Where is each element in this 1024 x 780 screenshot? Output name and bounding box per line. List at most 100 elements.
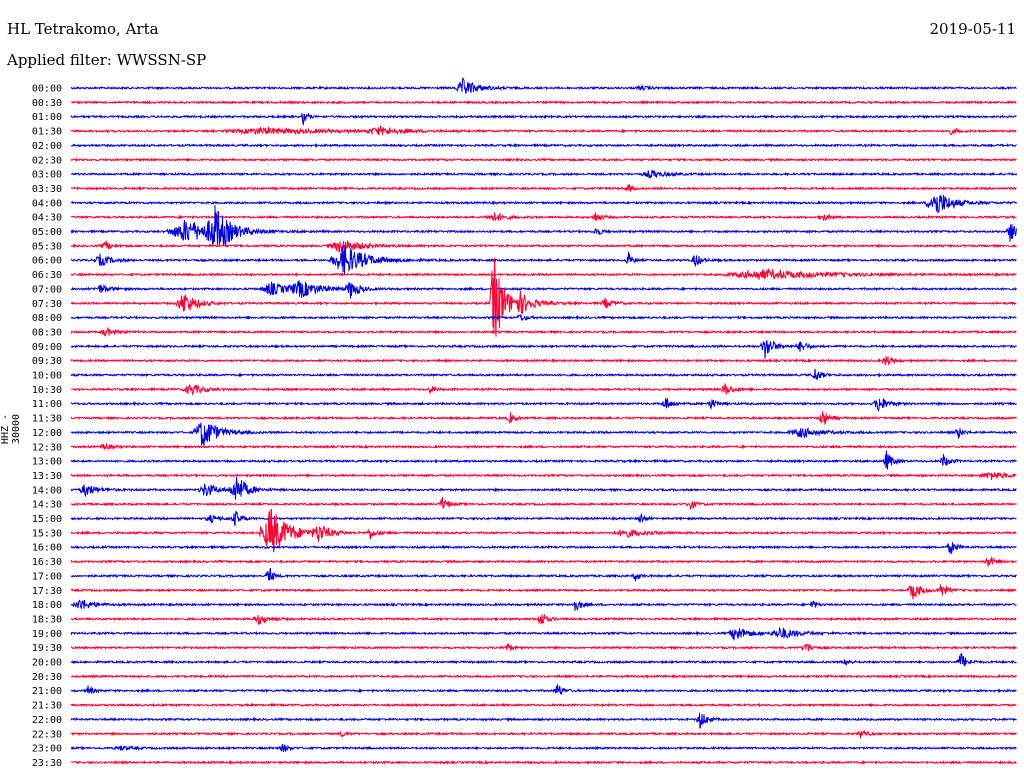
row-time-label: 17:30: [32, 586, 62, 597]
trace-line: [70, 76, 1017, 94]
trace-line: [70, 712, 1017, 729]
trace-line: [70, 411, 1017, 426]
row-time-label: 13:30: [32, 471, 62, 482]
trace-line: [70, 643, 1017, 652]
row-time-label: 08:00: [32, 313, 62, 324]
trace-line: [70, 542, 1017, 554]
row-time-label: 12:00: [32, 428, 62, 439]
trace-line: [70, 280, 1017, 299]
trace-line: [70, 194, 1017, 214]
trace-line: [70, 184, 1017, 192]
trace-line: [70, 476, 1017, 500]
trace-line: [70, 245, 1017, 276]
row-time-label: 01:00: [32, 112, 62, 123]
trace-line: [70, 368, 1017, 380]
trace-line: [70, 205, 1017, 247]
row-time-label: 20:00: [32, 658, 62, 669]
trace-line: [70, 112, 1017, 126]
row-time-label: 07:30: [32, 299, 62, 310]
row-time-label: 23:30: [32, 758, 62, 769]
trace-line: [70, 326, 1017, 337]
row-time-label: 00:30: [32, 98, 62, 109]
trace-line: [70, 442, 1017, 451]
row-time-label: 20:30: [32, 672, 62, 683]
trace-line: [70, 613, 1017, 625]
row-time-label: 16:30: [32, 557, 62, 568]
row-time-label: 15:00: [32, 514, 62, 525]
trace-line: [70, 99, 1017, 105]
row-time-label: 12:30: [32, 442, 62, 453]
trace-line: [70, 397, 1017, 413]
row-time-label: 07:00: [32, 284, 62, 295]
trace-line: [70, 169, 1017, 179]
row-time-label: 02:00: [32, 141, 62, 152]
trace-line: [70, 743, 1017, 753]
trace-line: [70, 759, 1017, 766]
trace-line: [70, 496, 1017, 511]
row-time-label: 18:30: [32, 614, 62, 625]
trace-line: [70, 450, 1017, 470]
row-time-label: 18:00: [32, 600, 62, 611]
trace-line: [71, 142, 1017, 148]
row-time-label: 21:30: [32, 701, 62, 712]
row-time-label: 23:00: [32, 744, 62, 755]
trace-line: [70, 729, 1017, 739]
row-time-label: 11:30: [32, 414, 62, 425]
trace-line: [71, 673, 1017, 679]
trace-line: [70, 339, 1017, 359]
trace-line: [70, 257, 1017, 337]
trace-line: [70, 653, 1017, 667]
row-time-label: 03:30: [32, 184, 62, 195]
trace-line: [70, 240, 1017, 253]
row-time-label: 22:00: [32, 715, 62, 726]
trace-line: [70, 626, 1017, 641]
trace-line: [70, 267, 1017, 280]
row-time-label: 21:00: [32, 686, 62, 697]
row-time-label: 06:00: [32, 256, 62, 267]
trace-line: [70, 702, 1017, 708]
row-time-label: 03:00: [32, 170, 62, 181]
trace-line: [70, 556, 1017, 567]
row-time-label: 00:00: [32, 84, 62, 95]
filter-label: Applied filter: WWSSN-SP: [7, 51, 207, 69]
date-label: 2019-05-11: [929, 20, 1016, 38]
trace-line: [70, 356, 1017, 366]
row-time-label: 14:30: [32, 500, 62, 511]
trace-line: [70, 157, 1017, 163]
row-time-label: 22:30: [32, 729, 62, 740]
y-axis-label: HHZ - 30000: [0, 413, 22, 445]
row-time-label: 04:00: [32, 198, 62, 209]
row-time-label: 08:30: [32, 327, 62, 338]
row-time-label: 05:00: [32, 227, 62, 238]
row-time-label: 11:00: [32, 399, 62, 410]
row-time-label: 14:00: [32, 485, 62, 496]
row-time-label: 19:00: [32, 629, 62, 640]
row-time-label: 04:30: [32, 213, 62, 224]
trace-line: [70, 684, 1017, 695]
row-time-label: 05:30: [32, 241, 62, 252]
row-time-label: 15:30: [32, 528, 62, 539]
trace-line: [70, 584, 1017, 600]
trace-line: [70, 125, 1017, 136]
trace-line: [70, 211, 1017, 222]
row-time-label: 02:30: [32, 155, 62, 166]
trace-line: [70, 508, 1017, 553]
row-time-label: 09:00: [32, 342, 62, 353]
traces: [70, 76, 1017, 766]
row-labels: 00:00 00:30 01:00 01:30 02:00 02:30 03:00 03:30…: [32, 84, 62, 769]
row-time-label: 17:00: [32, 571, 62, 582]
row-time-label: 09:30: [32, 356, 62, 367]
station-title: HL Tetrakomo, Arta: [7, 20, 159, 38]
trace-line: [70, 599, 1017, 611]
trace-line: [70, 314, 1017, 321]
trace-line: [70, 471, 1017, 481]
row-time-label: 13:00: [32, 457, 62, 468]
trace-line: [70, 382, 1017, 395]
trace-line: [70, 511, 1017, 527]
row-time-label: 19:30: [32, 643, 62, 654]
row-time-label: 01:30: [32, 127, 62, 138]
trace-line: [70, 422, 1017, 448]
row-time-label: 06:30: [32, 270, 62, 281]
row-time-label: 10:00: [32, 371, 62, 382]
